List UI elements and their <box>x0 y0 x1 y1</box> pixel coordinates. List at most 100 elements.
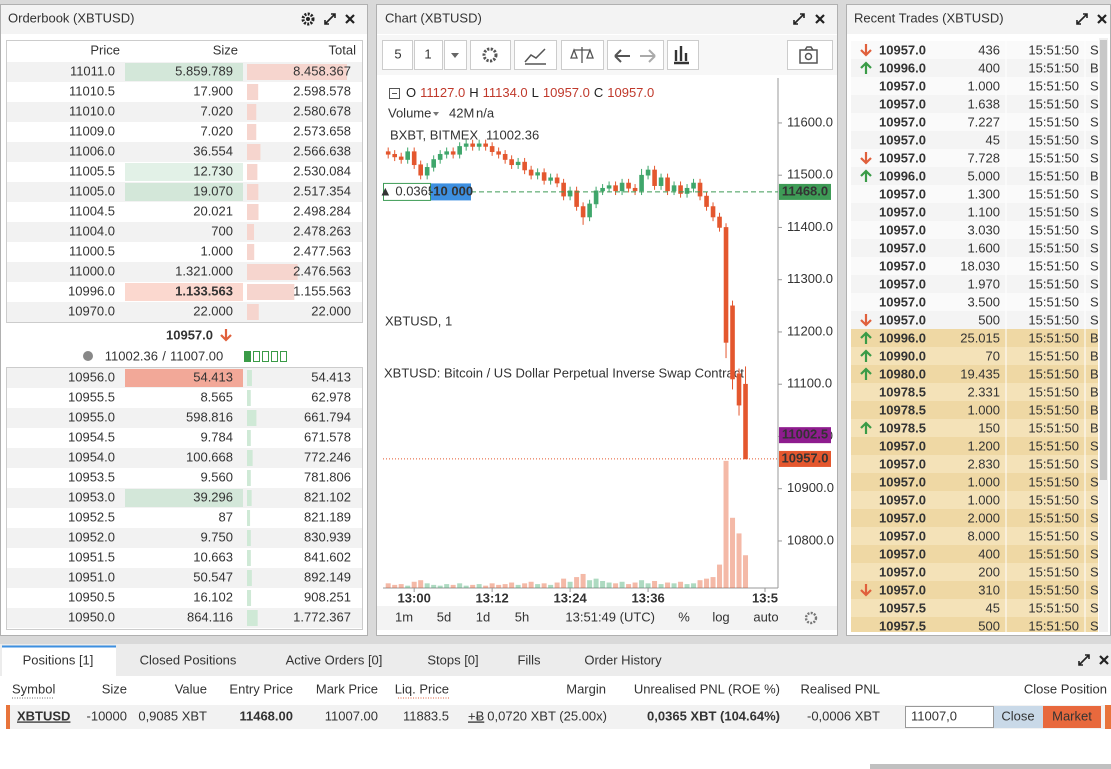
position-mark: 11007.00 <box>325 708 378 723</box>
toolbar-button[interactable] <box>382 40 413 70</box>
candle-body <box>717 216 722 228</box>
close-button[interactable] <box>994 706 1043 728</box>
trade-size: 1.000 <box>967 402 1000 417</box>
connection-box <box>271 351 278 362</box>
settings-icon[interactable] <box>301 12 315 26</box>
close-icon[interactable] <box>815 14 825 24</box>
book-size: 864.116 <box>187 609 233 624</box>
close-icon[interactable] <box>345 14 355 24</box>
book-size: 22.000 <box>193 303 233 318</box>
scrollbar-thumb[interactable] <box>1100 40 1107 480</box>
candle-body <box>580 206 586 218</box>
book-row <box>7 468 362 488</box>
toolbar-button[interactable] <box>514 40 557 70</box>
candle-body <box>457 146 462 155</box>
trade-time: 15:51:50 <box>1028 114 1079 129</box>
book-row <box>7 528 362 548</box>
candle-body <box>437 153 443 160</box>
up-arrow <box>860 349 872 362</box>
candle-body <box>548 177 553 181</box>
trade-cells: 10957.0 2.830 15:51:50 S <box>879 456 1099 471</box>
interval-active: 1 <box>424 46 431 61</box>
tab[interactable]: Order History <box>584 652 662 667</box>
position-symbol[interactable]: XBTUSD <box>17 708 70 723</box>
close-icon[interactable] <box>1097 14 1107 24</box>
trade-cells: 10957.0 1.200 15:51:50 S <box>879 438 1099 453</box>
volume-bar <box>463 585 469 588</box>
dropdown-caret <box>451 53 459 58</box>
book-size: 7.020 <box>200 103 233 118</box>
trade-time: 15:51:50 <box>1028 60 1079 75</box>
depth-bar <box>247 530 251 546</box>
close-price-input[interactable] <box>905 706 994 728</box>
trade-side: S <box>1090 546 1099 561</box>
expand-icon[interactable] <box>793 13 805 25</box>
size-flash <box>125 283 243 301</box>
time-tick-label: 13:36 <box>631 590 664 605</box>
trade-side: S <box>1090 78 1099 93</box>
trade-row <box>851 95 1098 113</box>
toolbar-button[interactable] <box>787 40 833 70</box>
interval: 5 <box>394 46 401 61</box>
close-icon[interactable] <box>1099 655 1109 665</box>
toolbar-button[interactable] <box>470 40 511 70</box>
book-size: 36.554 <box>193 143 233 158</box>
trade-time: 15:51:50 <box>1028 168 1079 183</box>
trade-size: 400 <box>978 60 1000 75</box>
book-price: 10954.0 <box>68 449 115 464</box>
trade-cells: 10957.0 1.100 15:51:50 S <box>879 204 1099 219</box>
size-flash <box>125 163 243 181</box>
tab[interactable]: Positions [1] <box>23 652 94 667</box>
candle-body <box>444 151 449 155</box>
volume-bar <box>528 581 534 588</box>
trade-price: 10957.0 <box>879 258 926 273</box>
book-row <box>7 408 362 428</box>
trade-cells: 10996.0 25.015 15:51:50 B <box>879 330 1099 345</box>
bars-icon <box>674 46 689 65</box>
expand-icon[interactable] <box>1076 13 1088 25</box>
book-size: 9.750 <box>200 529 233 544</box>
toolbar-button[interactable] <box>667 40 699 70</box>
volume-bar <box>723 460 729 588</box>
horizontal-scrollbar <box>870 764 1111 769</box>
settings-icon-core <box>306 17 310 21</box>
volume-bar <box>496 584 502 588</box>
trade-time: 15:51:50 <box>1028 348 1079 363</box>
trade-size: 3.030 <box>967 222 1000 237</box>
trade-side: S <box>1090 564 1099 579</box>
trade-price: 10957.0 <box>879 546 926 561</box>
tab[interactable]: Fills <box>517 652 541 667</box>
tab[interactable]: Closed Positions <box>140 652 237 667</box>
trade-row <box>851 455 1098 473</box>
trade-row <box>851 347 1098 365</box>
book-price: 11004.0 <box>69 223 115 238</box>
book-row <box>7 568 362 588</box>
depth-bar <box>247 144 261 160</box>
column-header: Value <box>175 681 207 696</box>
tab[interactable]: Active Orders [0] <box>286 652 383 667</box>
clock: 13:51:49 (UTC) <box>565 609 655 624</box>
size-flash <box>125 63 243 81</box>
volume-bar <box>554 582 560 588</box>
trade-time: 15:51:50 <box>1028 96 1079 111</box>
book-price: 11000.0 <box>69 263 115 278</box>
margin-add[interactable]: +Ƀ <box>468 708 484 723</box>
expand-icon[interactable] <box>1078 654 1090 666</box>
book-row <box>7 608 362 628</box>
trade-size: 3.500 <box>967 294 1000 309</box>
column-header: Size <box>102 681 127 696</box>
trade-price: 10957.5 <box>879 618 926 633</box>
toolbar-button[interactable] <box>414 40 443 70</box>
trade-time: 15:51:50 <box>1028 438 1079 453</box>
trade-price: 10957.0 <box>879 474 926 489</box>
market-button[interactable] <box>1043 706 1101 728</box>
depth-bar <box>247 570 252 586</box>
depth-bar <box>247 84 259 100</box>
tab[interactable]: Stops [0] <box>427 652 478 667</box>
trade-price: 10978.5 <box>879 402 926 417</box>
panel-header <box>377 5 837 34</box>
candle-body <box>483 143 488 147</box>
expand-icon[interactable] <box>324 13 336 25</box>
indicators-icon <box>524 48 546 65</box>
time-tick-label: 13:00 <box>398 590 431 605</box>
